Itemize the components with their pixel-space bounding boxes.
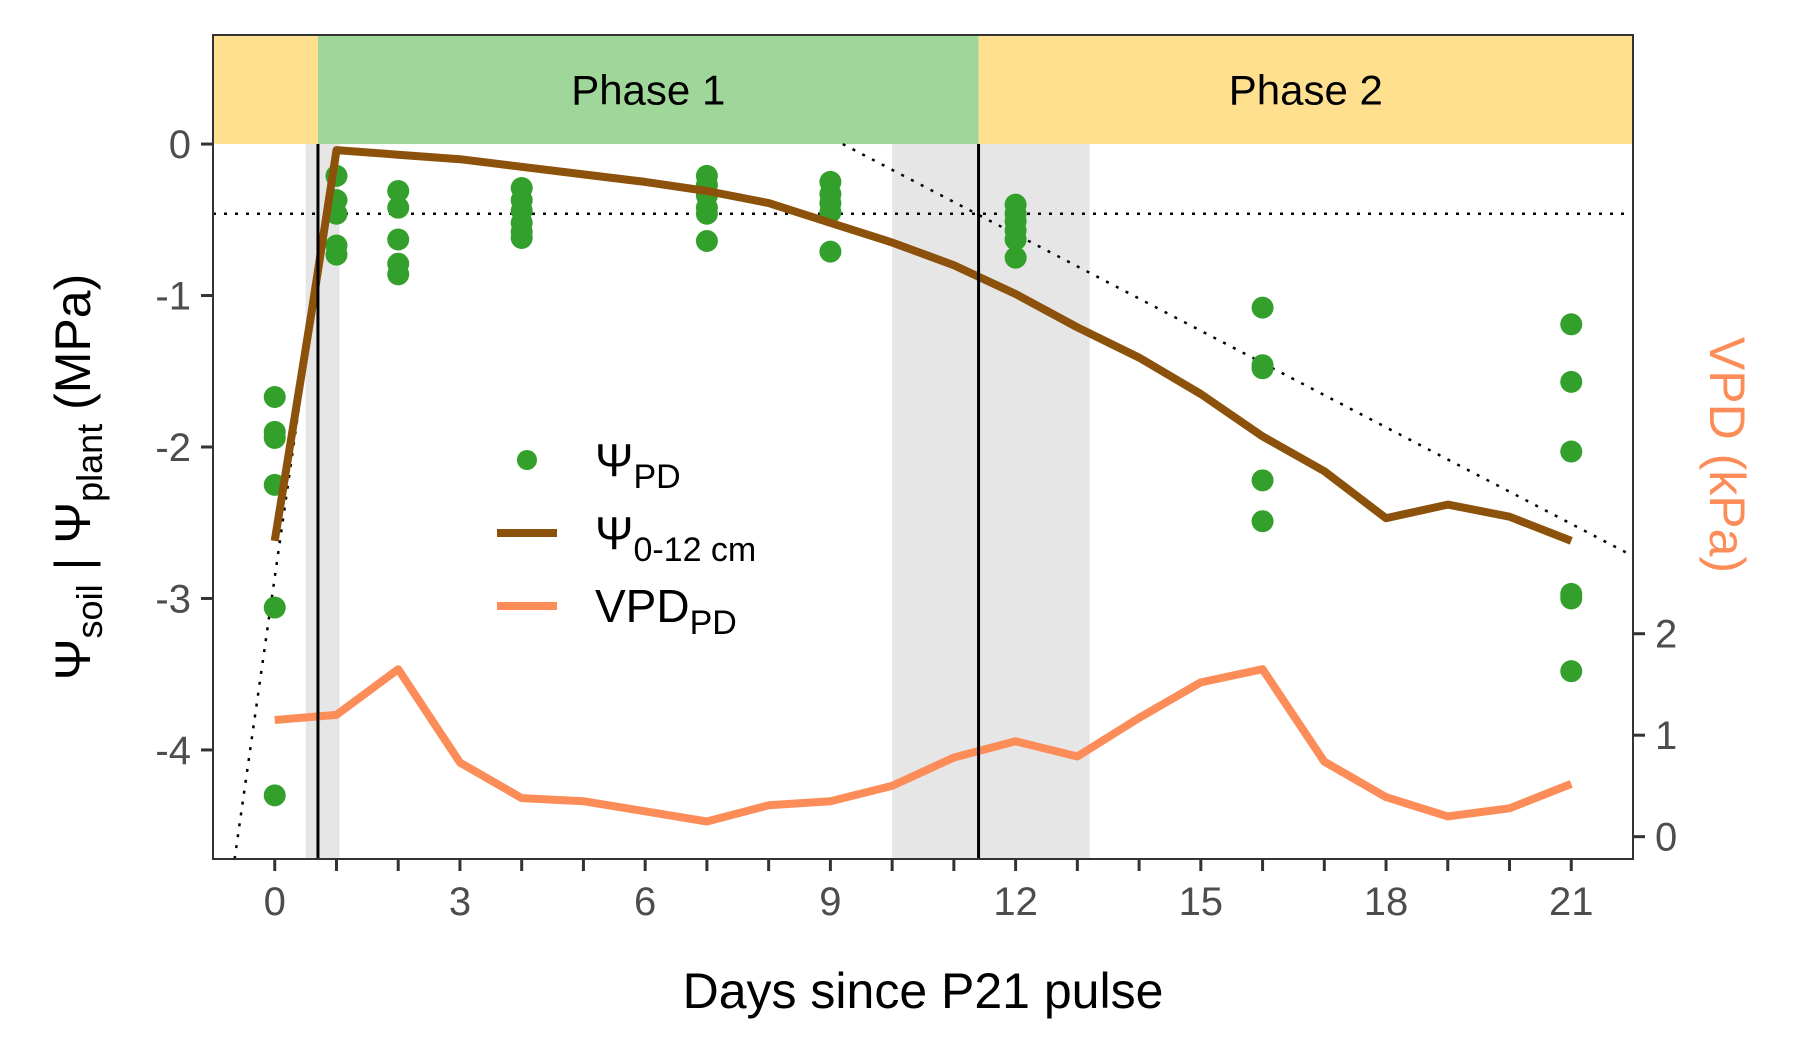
data-point — [1251, 296, 1274, 319]
series-line-soil — [270, 146, 1573, 545]
legend-label: VPDPD — [595, 580, 737, 642]
data-point — [1251, 510, 1274, 533]
y2-tick-label: 0 — [1655, 816, 1677, 860]
phase-band — [213, 35, 318, 145]
data-point — [263, 784, 286, 807]
x-tick-label: 6 — [634, 880, 656, 924]
phase-band — [978, 35, 1633, 145]
data-point — [1560, 660, 1583, 683]
y-tick-label: -4 — [155, 729, 191, 773]
data-point — [1560, 313, 1583, 336]
data-point — [1560, 440, 1583, 463]
data-point — [387, 263, 410, 286]
x-axis-title: Days since P21 pulse — [683, 963, 1164, 1019]
data-point — [510, 226, 533, 249]
x-tick-label: 21 — [1549, 880, 1594, 924]
legend-label: ΨPD — [595, 434, 681, 496]
y-axis-title: Ψsoil | Ψplant (MPa) — [45, 274, 110, 680]
series-line-vpd — [274, 665, 1573, 826]
y-tick-label: 0 — [169, 123, 191, 167]
data-point — [325, 243, 348, 266]
axis-titles: Days since P21 pulse Ψsoil | Ψplant (MPa)… — [45, 274, 1755, 1019]
shaded-regions — [305, 144, 1090, 859]
y-tick-label: -1 — [155, 275, 191, 319]
data-point — [1004, 228, 1027, 251]
x-tick-label: 3 — [449, 880, 471, 924]
data-point — [1560, 370, 1583, 393]
phase-boundary-lines — [316, 144, 981, 859]
y-tick-label: -3 — [155, 577, 191, 621]
legend: ΨPD Ψ0-12 cm VPDPD — [497, 434, 756, 642]
data-point — [1251, 469, 1274, 492]
data-point — [695, 230, 718, 252]
data-point — [387, 228, 410, 251]
data-point — [1251, 357, 1274, 380]
data-point — [263, 426, 286, 449]
data-point — [819, 240, 842, 263]
series-layer — [263, 146, 1583, 826]
x-tick-label: 15 — [1179, 880, 1224, 924]
y2-axis-title: VPD (kPa) — [1699, 337, 1755, 573]
x-tick-label: 18 — [1364, 880, 1409, 924]
phase-bands: Phase 1 Phase 2 — [213, 35, 1633, 145]
data-point — [263, 596, 286, 619]
y-tick-label: -2 — [155, 426, 191, 470]
data-point — [387, 196, 410, 219]
x-tick-label: 12 — [993, 880, 1038, 924]
y2-tick-label: 1 — [1655, 714, 1677, 758]
data-point — [695, 202, 718, 225]
y2-tick-label: 2 — [1655, 613, 1677, 657]
legend-label: Ψ0-12 cm — [595, 507, 756, 569]
x-tick-label: 9 — [819, 880, 841, 924]
shaded-region — [892, 144, 1090, 859]
legend-key-point — [517, 450, 537, 470]
data-point — [263, 386, 286, 409]
data-point — [387, 180, 410, 203]
phase-label: Phase 2 — [1229, 67, 1383, 114]
data-point — [1560, 587, 1583, 610]
phase-label: Phase 1 — [571, 67, 725, 114]
x-tick-label: 0 — [264, 880, 286, 924]
data-point — [1004, 246, 1027, 269]
phase-band — [317, 35, 979, 145]
